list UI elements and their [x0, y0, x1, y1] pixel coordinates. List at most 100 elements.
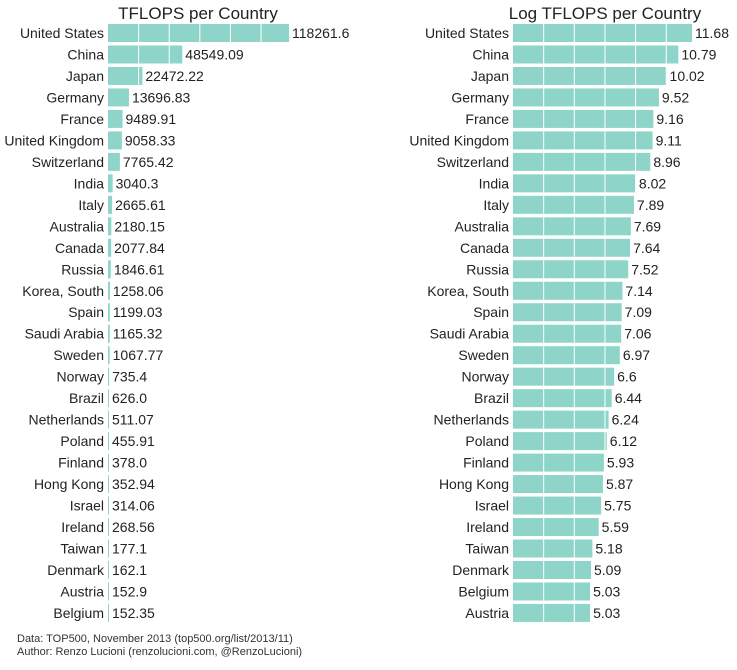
bar-row: Austria 152.9 [60, 582, 147, 601]
bar [108, 281, 110, 300]
bar-row: China 10.79 [472, 45, 717, 64]
value-label: 5.18 [595, 541, 622, 557]
bar [108, 518, 109, 537]
value-label: 314.06 [112, 498, 155, 514]
bar [513, 496, 602, 515]
category-label: Belgium [458, 583, 509, 599]
value-label: 9058.33 [125, 132, 176, 148]
bar-row: Japan 10.02 [471, 66, 705, 85]
bar [108, 539, 109, 558]
bar-row: Norway 735.4 [57, 367, 147, 386]
bar-row: Saudi Arabia 7.06 [430, 324, 652, 343]
bar-row: France 9.16 [465, 109, 684, 128]
category-label: Israel [475, 498, 509, 514]
category-label: United States [425, 25, 509, 41]
bar-row: Israel 5.75 [475, 496, 632, 515]
bar-row: Austria 5.03 [465, 603, 621, 622]
category-label: Austria [60, 583, 104, 599]
author-note: Author: Renzo Lucioni (renzolucioni.com,… [17, 646, 303, 658]
bar [108, 561, 109, 579]
category-label: France [60, 111, 104, 127]
value-label: 5.09 [594, 562, 621, 578]
bar-row: China 48549.09 [67, 45, 244, 64]
value-label: 6.24 [612, 412, 639, 428]
bar-row: India 8.02 [479, 174, 666, 193]
value-label: 177.1 [112, 541, 147, 557]
category-label: Denmark [452, 562, 510, 578]
bar [513, 453, 604, 472]
value-label: 6.97 [623, 347, 650, 363]
value-label: 1846.61 [114, 261, 165, 277]
bar-row: Italy 7.89 [483, 195, 664, 214]
bar [513, 303, 622, 322]
bar-row: Denmark 162.1 [47, 561, 147, 579]
category-label: Finland [463, 455, 509, 471]
category-label: Norway [462, 369, 509, 385]
value-label: 9.11 [656, 132, 682, 148]
value-label: 352.94 [112, 476, 155, 492]
bar-row: Belgium 5.03 [458, 582, 621, 601]
category-label: China [67, 46, 104, 62]
value-label: 511.07 [112, 412, 154, 428]
category-label: Spain [68, 304, 104, 320]
value-label: 48549.09 [185, 46, 244, 62]
bar-row: France 9489.91 [60, 109, 176, 128]
bar [513, 539, 593, 558]
bar [108, 303, 110, 322]
category-label: Taiwan [60, 541, 104, 557]
bar-row: Israel 314.06 [70, 496, 155, 515]
bar-row: Belgium 152.35 [53, 603, 155, 622]
value-label: 2077.84 [114, 240, 165, 256]
bar [513, 324, 622, 343]
category-label: China [472, 46, 509, 62]
category-label: United Kingdom [409, 132, 509, 148]
category-label: India [74, 175, 105, 191]
category-label: Japan [66, 68, 104, 84]
bar [108, 453, 109, 472]
bar-row: India 3040.3 [74, 174, 159, 193]
bar [513, 195, 634, 214]
category-label: Australia [455, 218, 510, 234]
category-label: Hong Kong [34, 476, 104, 492]
bar [108, 260, 111, 279]
bar [513, 238, 631, 257]
category-label: Denmark [47, 562, 105, 578]
category-label: Germany [451, 89, 509, 105]
value-label: 455.91 [112, 433, 155, 449]
value-label: 8.96 [653, 154, 680, 170]
bar-row: Korea, South 7.14 [427, 281, 653, 300]
category-label: Switzerland [437, 154, 509, 170]
value-label: 13696.83 [132, 89, 191, 105]
category-label: Sweden [53, 347, 104, 363]
value-label: 7765.42 [123, 154, 174, 170]
category-label: Russia [466, 261, 509, 277]
value-label: 2180.15 [114, 218, 165, 234]
category-label: Finland [58, 455, 104, 471]
bar-row: Norway 6.6 [462, 367, 637, 386]
value-label: 10.79 [681, 46, 716, 62]
value-label: 162.1 [112, 562, 147, 578]
value-label: 7.52 [631, 261, 658, 277]
bar-row: Germany 9.52 [451, 88, 689, 107]
bar [108, 475, 109, 494]
bar-row: Finland 378.0 [58, 453, 147, 472]
value-label: 7.69 [634, 218, 661, 234]
bar [108, 88, 129, 107]
bar-row: United Kingdom 9058.33 [4, 131, 176, 150]
category-label: Netherlands [29, 412, 105, 428]
bar [108, 324, 110, 343]
value-label: 7.64 [633, 240, 660, 256]
bar-row: Denmark 5.09 [452, 561, 621, 579]
category-label: Norway [57, 369, 104, 385]
value-label: 5.93 [607, 455, 634, 471]
bar [108, 24, 289, 42]
bar [108, 152, 120, 171]
bar [513, 66, 667, 85]
bar-row: Switzerland 8.96 [437, 152, 681, 171]
value-label: 9.16 [656, 111, 683, 127]
bar [108, 174, 113, 193]
value-label: 152.35 [112, 605, 155, 621]
category-label: Russia [61, 261, 104, 277]
value-label: 11.68 [695, 25, 729, 41]
bar [108, 217, 112, 236]
